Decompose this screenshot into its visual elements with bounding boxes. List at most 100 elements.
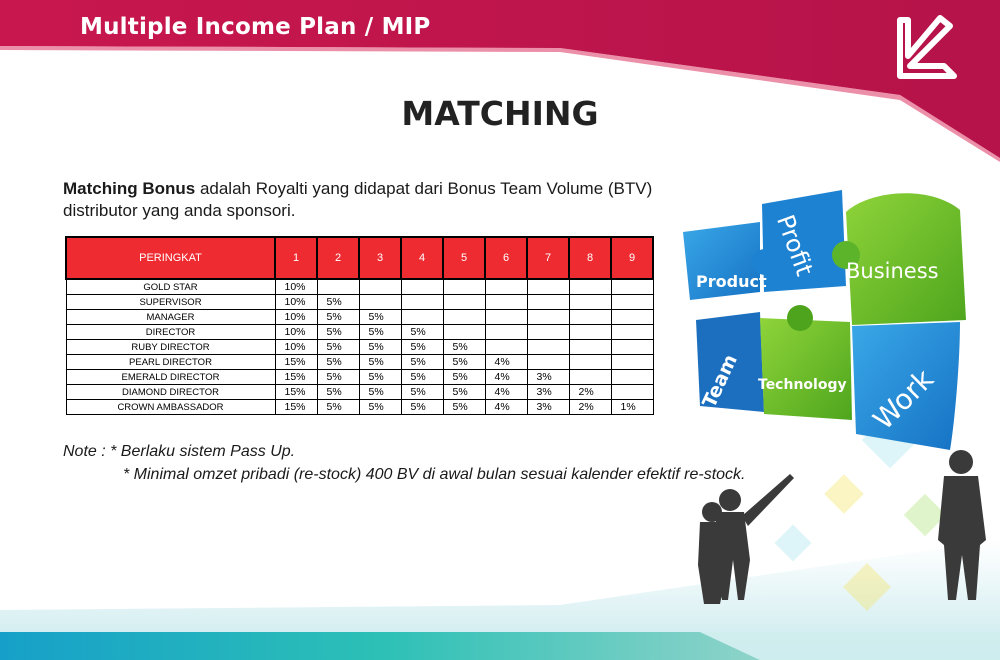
bonus-cell: 10% — [274, 278, 318, 295]
bonus-cell — [484, 324, 528, 340]
bonus-cell: 5% — [358, 384, 402, 400]
bonus-cell: 5% — [316, 309, 360, 325]
bonus-cell — [610, 294, 654, 310]
bonus-cell — [610, 354, 654, 370]
bonus-cell — [316, 278, 360, 295]
intro-line1: adalah Royalti yang didapat dari Bonus T… — [195, 179, 653, 198]
bonus-cell: 15% — [274, 354, 318, 370]
rank-cell: PEARL DIRECTOR — [65, 354, 276, 370]
bonus-cell — [484, 309, 528, 325]
bonus-cell: 5% — [442, 384, 486, 400]
bonus-cell: 5% — [442, 354, 486, 370]
bonus-cell: 5% — [358, 309, 402, 325]
bonus-cell — [526, 278, 570, 295]
bonus-cell: 5% — [358, 399, 402, 415]
bonus-cell — [610, 309, 654, 325]
bonus-cell: 3% — [526, 369, 570, 385]
bonus-cell: 5% — [358, 339, 402, 355]
header-level: 4 — [400, 236, 444, 280]
puzzle-piece-profit — [762, 190, 846, 292]
bonus-cell — [568, 309, 612, 325]
bonus-cell: 5% — [316, 384, 360, 400]
bonus-cell — [358, 294, 402, 310]
note-line2: * Minimal omzet pribadi (re-stock) 400 B… — [123, 466, 746, 483]
bonus-cell: 5% — [400, 354, 444, 370]
table-row: CROWN AMBASSADOR 15% 5% 5% 5% 5% 4% 3% 2% 1% — [65, 399, 654, 415]
puzzle-piece-work — [852, 322, 960, 450]
header-title: Multiple Income Plan / MIP — [80, 14, 431, 40]
bonus-cell — [568, 339, 612, 355]
bonus-cell: 15% — [274, 369, 318, 385]
page-title: MATCHING — [401, 94, 599, 133]
bonus-cell: 10% — [274, 309, 318, 325]
table-row: GOLD STAR 10% — [65, 278, 654, 295]
bonus-cell: 4% — [484, 399, 528, 415]
bonus-cell: 5% — [316, 369, 360, 385]
bonus-cell: 5% — [316, 339, 360, 355]
bonus-cell: 10% — [274, 339, 318, 355]
header-level: 2 — [316, 236, 360, 280]
header-level: 1 — [274, 236, 318, 280]
bonus-cell: 4% — [484, 369, 528, 385]
bonus-cell: 5% — [400, 384, 444, 400]
puzzle-label-technology: Technology — [758, 377, 847, 393]
intro-line2: distributor yang anda sponsori. — [63, 201, 296, 220]
bonus-cell: 5% — [316, 324, 360, 340]
bonus-cell — [484, 339, 528, 355]
puzzle-label-profit: Profit — [771, 211, 819, 279]
matching-bonus-table: PERINGKAT 1 2 3 4 5 6 7 8 9 GOLD STAR 10%… — [65, 236, 654, 415]
bonus-cell: 1% — [610, 399, 654, 415]
bonus-cell — [442, 309, 486, 325]
puzzle-piece-business — [846, 193, 966, 325]
puzzle-label-work: Work — [867, 362, 941, 436]
table-row: MANAGER 10% 5% 5% — [65, 309, 654, 325]
rank-cell: EMERALD DIRECTOR — [65, 369, 276, 385]
bonus-cell — [568, 354, 612, 370]
bonus-cell: 5% — [316, 294, 360, 310]
note: Note : * Berlaku sistem Pass Up. * Minim… — [63, 440, 746, 486]
rank-cell: GOLD STAR — [65, 278, 276, 295]
puzzle-label-product: Product — [696, 272, 767, 291]
bonus-cell — [568, 369, 612, 385]
puzzle-piece-team — [696, 312, 764, 412]
bonus-cell — [610, 384, 654, 400]
bonus-cell: 5% — [358, 369, 402, 385]
bonus-cell: 3% — [526, 399, 570, 415]
table-header-row: PERINGKAT 1 2 3 4 5 6 7 8 9 — [65, 236, 654, 280]
puzzle-piece-technology — [760, 318, 852, 420]
arrow-logo-icon — [897, 15, 957, 79]
table-row: DIAMOND DIRECTOR 15% 5% 5% 5% 5% 4% 3% 2% — [65, 384, 654, 400]
bonus-cell: 5% — [442, 399, 486, 415]
bonus-cell — [484, 278, 528, 295]
header-level: 6 — [484, 236, 528, 280]
table-row: RUBY DIRECTOR 10% 5% 5% 5% 5% — [65, 339, 654, 355]
note-line1: Note : * Berlaku sistem Pass Up. — [63, 443, 296, 460]
table-row: DIRECTOR 10% 5% 5% 5% — [65, 324, 654, 340]
intro-text: Matching Bonus adalah Royalti yang didap… — [63, 178, 703, 222]
bonus-cell — [442, 278, 486, 295]
bonus-cell: 5% — [400, 324, 444, 340]
bonus-cell: 3% — [526, 384, 570, 400]
bonus-cell — [568, 324, 612, 340]
bonus-cell — [526, 309, 570, 325]
intro-bold: Matching Bonus — [63, 179, 196, 198]
bonus-cell — [484, 294, 528, 310]
bonus-cell — [526, 294, 570, 310]
bonus-cell — [610, 324, 654, 340]
bonus-cell — [610, 339, 654, 355]
bonus-cell — [526, 339, 570, 355]
rank-cell: MANAGER — [65, 309, 276, 325]
table-row: PEARL DIRECTOR 15% 5% 5% 5% 5% 4% — [65, 354, 654, 370]
bonus-cell — [400, 278, 444, 295]
rank-cell: DIRECTOR — [65, 324, 276, 340]
bonus-cell: 15% — [274, 399, 318, 415]
rank-cell: RUBY DIRECTOR — [65, 339, 276, 355]
bonus-cell: 4% — [484, 354, 528, 370]
bonus-cell — [610, 278, 654, 295]
bonus-cell: 5% — [400, 399, 444, 415]
header-level: 9 — [610, 236, 654, 280]
bonus-cell: 2% — [568, 384, 612, 400]
bonus-cell — [358, 278, 402, 295]
bonus-cell: 5% — [442, 369, 486, 385]
bonus-cell: 5% — [316, 354, 360, 370]
